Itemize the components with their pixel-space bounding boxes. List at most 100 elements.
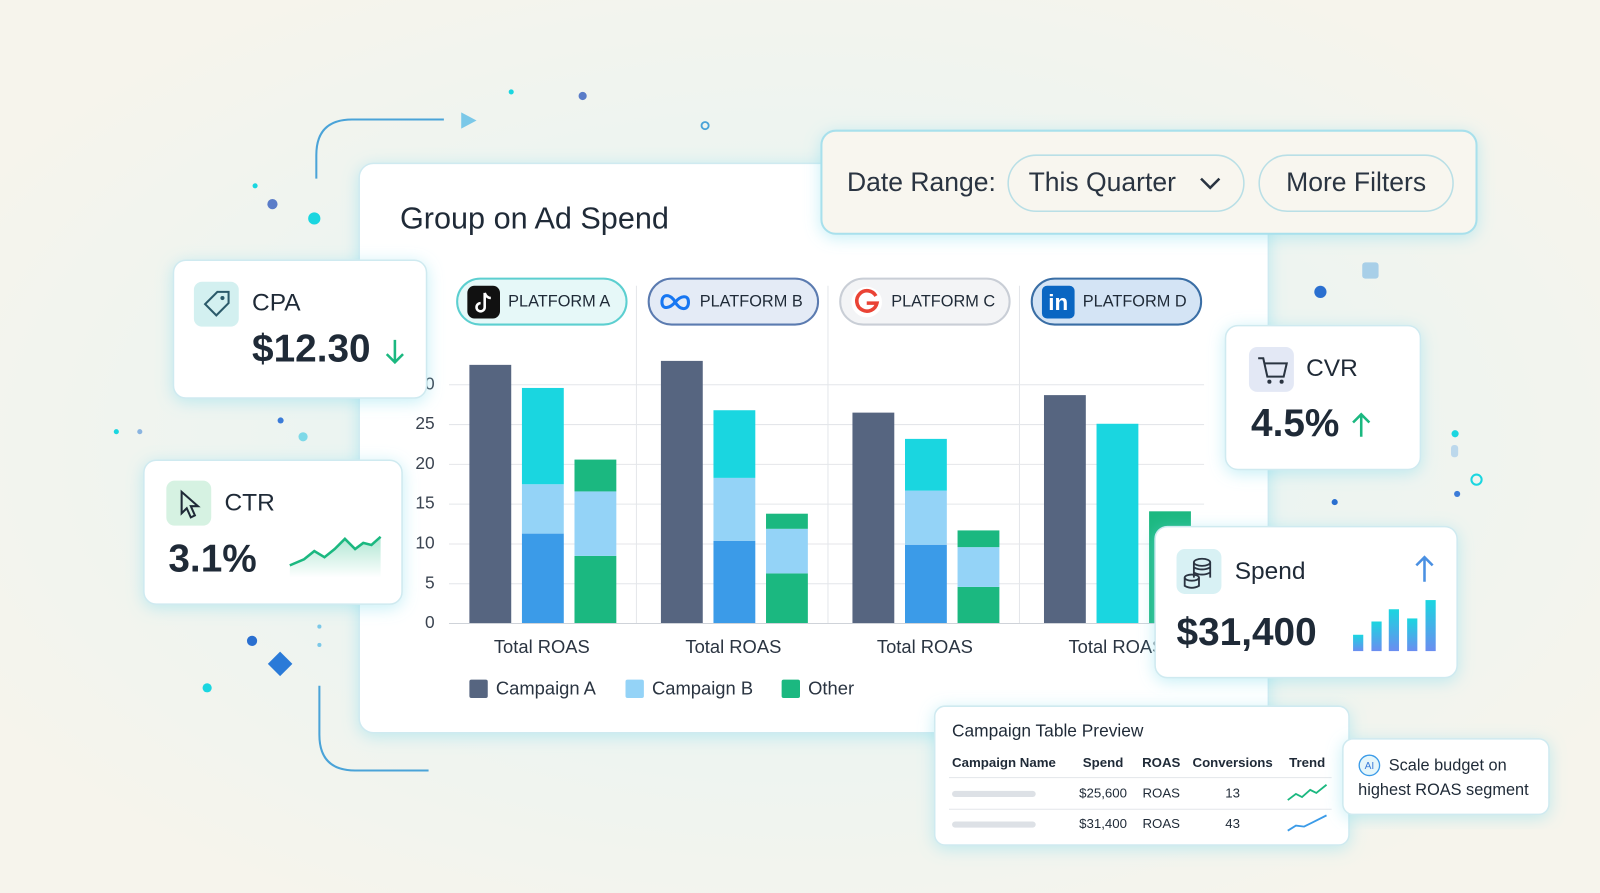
coins-icon (1183, 557, 1212, 589)
bar-segment (521, 387, 564, 485)
y-tick-label: 0 (425, 612, 435, 632)
bar-segment (1096, 423, 1139, 624)
bar-segment (713, 540, 756, 624)
bar-segment (766, 513, 808, 529)
cpa-icon-bg (193, 281, 239, 327)
bar-segment (766, 573, 808, 624)
platform-pill[interactable]: PLATFORM B (647, 277, 820, 326)
chart-title: Group on Ad Spend (400, 202, 669, 236)
cvr-card (1224, 324, 1422, 471)
x-tick-label: Total ROAS (494, 636, 590, 657)
bar-segment (1043, 395, 1086, 624)
date-range-value[interactable]: This Quarter (1029, 167, 1177, 197)
platform-name: PLATFORM C (891, 292, 995, 310)
platform-pill[interactable]: in PLATFORM D (1030, 277, 1203, 326)
more-filters-button[interactable] (1258, 154, 1454, 213)
bar-segment (713, 410, 756, 478)
tag-icon (203, 290, 230, 317)
chevron-icon[interactable] (1200, 177, 1221, 190)
cpa-value: $12.30 (252, 327, 371, 370)
cell: $25,600 (1079, 785, 1127, 800)
column-header: Conversions (1193, 755, 1273, 770)
trend-sparkline (1287, 814, 1327, 832)
x-tick-label: Total ROAS (1068, 636, 1164, 657)
tooltip-line: Scale budget on (1389, 757, 1507, 775)
table-title: Campaign Table Preview (952, 720, 1144, 740)
legend-swatch (781, 679, 800, 699)
bar-segment (905, 490, 947, 545)
bar-segment (660, 360, 703, 624)
column-header: Spend (1083, 755, 1124, 770)
cursor-icon (180, 489, 201, 519)
platform-logo-mark (475, 292, 491, 313)
x-tick-label: Total ROAS (877, 636, 973, 657)
cell: $31,400 (1079, 816, 1127, 831)
bar-segment (521, 533, 564, 624)
platform-name: PLATFORM B (700, 292, 803, 310)
platform-name: PLATFORM A (508, 292, 610, 310)
platform-pill[interactable]: PLATFORM C (839, 277, 1011, 326)
bar-segment (905, 544, 947, 624)
bar-segment (957, 547, 1000, 587)
ai-badge (1358, 754, 1381, 777)
cell: 13 (1225, 785, 1240, 800)
down-arrow (385, 339, 404, 365)
date-range-dropdown[interactable] (1007, 154, 1245, 213)
platform-logo (1041, 285, 1075, 319)
spend-value: $31,400 (1177, 611, 1317, 654)
y-tick-label: 5 (425, 572, 435, 592)
up-arrow (1415, 555, 1434, 582)
ctr-label: CTR (224, 490, 274, 517)
platform-pill-bg (647, 277, 820, 326)
cpa-label: CPA (252, 290, 301, 317)
bar-segment (469, 364, 512, 624)
platform-logo-text: in (1048, 290, 1068, 315)
tag-icon-dot (220, 295, 225, 301)
cell: ROAS (1142, 785, 1180, 800)
y-tick-label: 15 (415, 493, 434, 513)
platform-pill[interactable]: PLATFORM A (456, 277, 628, 326)
ctr-icon-bg (166, 480, 212, 526)
bar-segment (852, 412, 895, 624)
platform-name: PLATFORM D (1083, 292, 1187, 310)
bar-segment (957, 530, 1000, 548)
y-tick-label: 10 (415, 533, 434, 553)
tooltip-line: highest ROAS segment (1358, 781, 1529, 799)
bar-segment (905, 438, 947, 491)
cart-wheel (1279, 379, 1284, 384)
ai-tooltip (1342, 738, 1550, 816)
more-filters-label[interactable]: More Filters (1286, 167, 1426, 197)
legend-swatch (625, 679, 644, 699)
platform-logo (660, 294, 691, 311)
table-header: Campaign Name Spend ROAS Conversions Tre… (952, 755, 1325, 770)
column-header: ROAS (1142, 755, 1180, 770)
column-header: Trend (1289, 755, 1325, 770)
bar-segment (766, 528, 808, 574)
ai-badge-text: AI (1365, 761, 1375, 772)
spend-mini-bars (1353, 600, 1436, 652)
filter-label: Date Range: (847, 167, 996, 197)
y-tick-label: 25 (415, 413, 434, 433)
bar-segment (521, 484, 564, 534)
x-tick-label: Total ROAS (685, 636, 781, 657)
cell: 43 (1225, 816, 1240, 831)
bar-segment (574, 555, 617, 624)
bar-segment (574, 459, 617, 492)
legend-label: Campaign B (652, 678, 753, 699)
spend-label: Spend (1235, 558, 1306, 585)
cvr-value: 4.5% (1251, 402, 1339, 445)
legend-label: Other (808, 678, 854, 699)
bar-segment (713, 477, 756, 541)
cell: ROAS (1142, 816, 1180, 831)
platform-logo (855, 288, 880, 313)
decoration (315, 112, 1483, 772)
bar-segment (957, 586, 1000, 624)
spend-icon-bg (1176, 549, 1222, 594)
name-placeholder (952, 821, 1036, 828)
name-placeholder (952, 790, 1036, 798)
decoration-dots (113, 89, 1461, 693)
cvr-icon-bg (1248, 347, 1294, 392)
